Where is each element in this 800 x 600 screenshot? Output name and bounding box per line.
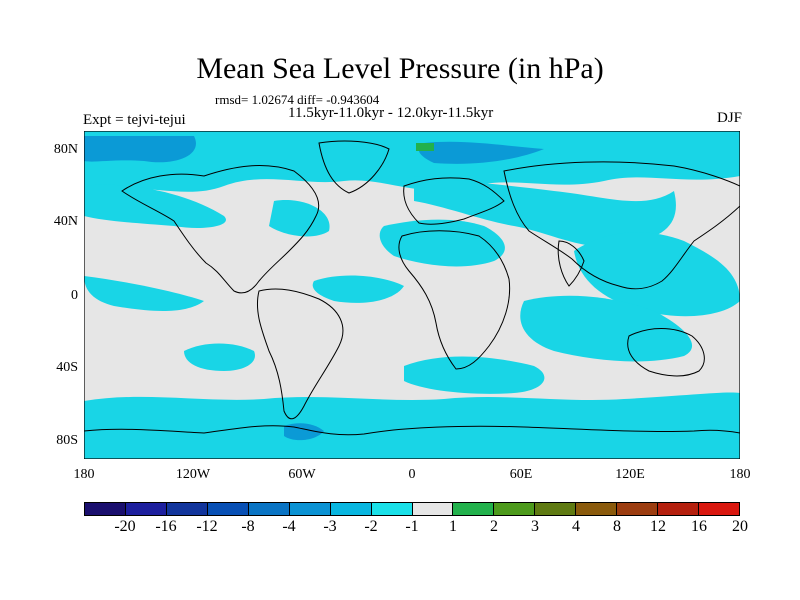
colorbar-swatch (125, 503, 167, 515)
colorbar-swatch (289, 503, 331, 515)
coast-australia (627, 328, 705, 377)
coastlines (84, 140, 740, 436)
coast-india (557, 240, 585, 287)
anomaly-pacific-ne (84, 184, 226, 228)
stats-text: rmsd= 1.02674 diff= -0.943604 (215, 92, 380, 107)
colorbar-swatch (494, 503, 536, 515)
x-label-0: 0 (408, 467, 416, 482)
colorbar-swatch (535, 503, 577, 515)
colorbar-swatch (166, 503, 208, 515)
anomaly-fields (84, 131, 740, 459)
colorbar-tick-label: 1 (449, 518, 457, 535)
world-map (84, 131, 740, 459)
coast-greenland (318, 140, 390, 194)
colorbar (84, 502, 740, 516)
coast-africa (398, 230, 511, 370)
colorbar-swatch (699, 503, 739, 515)
colorbar-tick-label: 16 (691, 518, 707, 535)
colorbar-swatch (371, 503, 413, 515)
anomaly-south-pacific (184, 343, 255, 371)
anomaly-indian-ocean (520, 295, 693, 362)
y-label-0: 0 (71, 288, 78, 303)
x-label-60w: 60W (288, 467, 316, 482)
anomaly-north-america (269, 200, 330, 237)
colorbar-tick-label: -12 (196, 518, 218, 535)
colorbar-tick-label: -16 (155, 518, 177, 535)
colorbar-swatch (412, 503, 454, 515)
colorbar-swatch (617, 503, 659, 515)
anomaly-central-atlantic (312, 275, 404, 303)
x-label-60e: 60E (509, 467, 533, 482)
coast-europe (403, 177, 505, 225)
colorbar-swatch (330, 503, 372, 515)
y-label-80s: 80S (56, 433, 78, 448)
anomaly-europe (414, 176, 676, 247)
colorbar-tick-label: -1 (405, 518, 419, 535)
colorbar-tick-label: 2 (490, 518, 498, 535)
colorbar-tick-label: -3 (323, 518, 337, 535)
anomaly-east-asia (574, 232, 740, 317)
anomaly-arctic-deep (84, 136, 196, 163)
coast-south-america (256, 288, 344, 420)
colorbar-swatch (248, 503, 290, 515)
coast-asia (503, 161, 740, 290)
coast-antarctica (84, 425, 740, 436)
coast-north-america (121, 165, 320, 294)
colorbar-tick-label: -4 (282, 518, 296, 535)
x-label-120e: 120E (615, 467, 645, 482)
colorbar-swatch (576, 503, 618, 515)
anomaly-siberia-deep (418, 141, 544, 164)
anomaly-arctic-band (84, 131, 740, 192)
season-label: DJF (716, 110, 742, 126)
anomaly-greenland-high (416, 143, 434, 151)
colorbar-swatch (453, 503, 495, 515)
colorbar-swatch (207, 503, 249, 515)
anomaly-antarctica (84, 441, 740, 459)
chart-title: Mean Sea Level Pressure (in hPa) (196, 52, 604, 85)
colorbar-swatch (85, 503, 126, 515)
colorbar-tick-label: -2 (364, 518, 378, 535)
colorbar-tick-label: 8 (613, 518, 621, 535)
anomaly-east-pacific (84, 276, 204, 311)
x-label-180w: 180 (73, 467, 95, 482)
colorbar-tick-label: -20 (114, 518, 136, 535)
y-label-80n: 80N (53, 142, 78, 157)
y-label-40n: 40N (53, 214, 78, 229)
colorbar-tick-label: 4 (572, 518, 580, 535)
colorbar-tick-label: 3 (531, 518, 539, 535)
anomaly-south-atlantic (404, 356, 545, 394)
colorbar-swatch (658, 503, 700, 515)
anomaly-north-atlantic (379, 219, 505, 267)
colorbar-tick-label: 12 (650, 518, 666, 535)
y-label-40s: 40S (56, 360, 78, 375)
colorbar-tick-label: 20 (732, 518, 748, 535)
experiment-label: Expt = tejvi-tejui (83, 112, 186, 128)
period-text: 11.5kyr-11.0kyr - 12.0kyr-11.5kyr (288, 105, 494, 121)
colorbar-tick-label: -8 (241, 518, 255, 535)
x-label-120w: 120W (175, 467, 211, 482)
x-label-180e: 180 (729, 467, 751, 482)
